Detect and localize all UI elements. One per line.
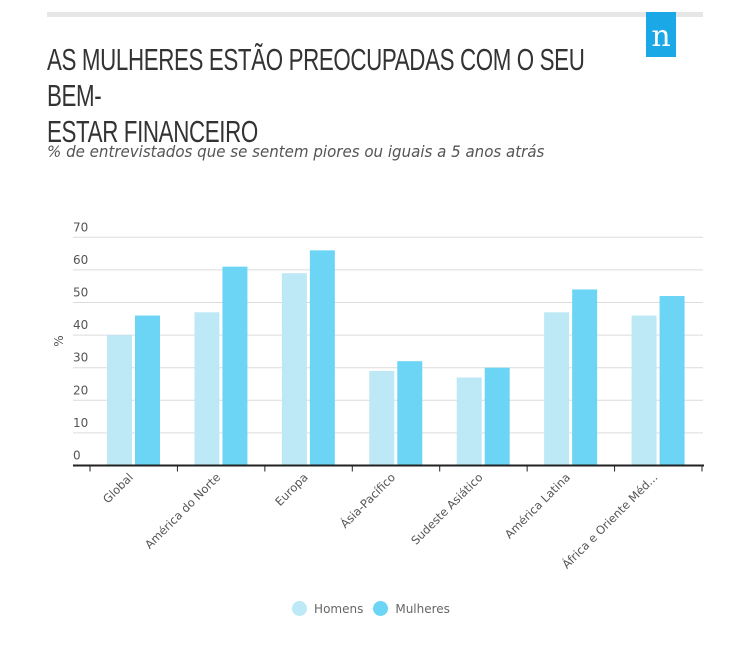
top-divider-bar — [47, 12, 703, 17]
x-tick-label: Europa — [272, 470, 310, 508]
legend: Homens Mulheres — [0, 601, 745, 616]
y-tick-label: 50 — [73, 286, 88, 300]
legend-label-mulheres: Mulheres — [395, 601, 450, 616]
bar-mulheres[interactable] — [659, 295, 685, 466]
bar-mulheres[interactable] — [309, 250, 335, 466]
bar-mulheres[interactable] — [397, 361, 423, 466]
y-tick-label: 70 — [73, 220, 88, 234]
legend-swatch-homens — [292, 601, 308, 616]
bar-homens[interactable] — [194, 312, 220, 466]
bar-mulheres[interactable] — [484, 367, 510, 466]
bar-homens[interactable] — [544, 312, 570, 466]
legend-label-homens: Homens — [314, 601, 364, 616]
legend-item-mulheres[interactable]: Mulheres — [373, 601, 450, 616]
chart-title: AS MULHERES ESTÃO PREOCUPADAS COM O SEU … — [47, 42, 637, 150]
x-tick-label: Ásia-Pacífico — [337, 470, 398, 531]
x-tick-label: Global — [100, 470, 136, 506]
bar-mulheres[interactable] — [572, 289, 598, 466]
brand-logo: n — [646, 12, 676, 57]
bar-homens[interactable] — [281, 273, 307, 466]
bar-chart: 0 10 20 30 40 50 60 70 Global América do Norte Eur… — [52, 220, 704, 572]
bar-homens[interactable] — [369, 370, 395, 466]
bar-mulheres[interactable] — [135, 315, 160, 466]
bar-homens[interactable] — [456, 377, 482, 466]
chart-subtitle: % de entrevistados que se sentem piores … — [47, 142, 545, 161]
y-tick-label: 30 — [73, 351, 88, 365]
legend-item-homens[interactable]: Homens — [292, 601, 363, 616]
y-tick-label: 10 — [73, 416, 88, 430]
x-tick-label: América do Norte — [142, 470, 223, 551]
x-tick-label: África e Oriente Méd... — [559, 470, 661, 572]
y-tick-label: 60 — [73, 253, 88, 267]
y-axis-label: % — [52, 335, 66, 346]
logo-letter: n — [651, 19, 671, 54]
bar-mulheres[interactable] — [222, 266, 248, 466]
title-line-2: ESTAR FINANCEIRO — [47, 114, 258, 149]
x-tick-label: América Latina — [502, 470, 573, 541]
title-line-1: AS MULHERES ESTÃO PREOCUPADAS COM O SEU … — [47, 42, 585, 113]
legend-swatch-mulheres — [373, 601, 389, 616]
x-tick-label: Sudeste Asiático — [408, 470, 485, 547]
y-tick-label: 0 — [73, 449, 81, 463]
bar-homens[interactable] — [107, 335, 132, 466]
y-tick-label: 20 — [73, 383, 88, 397]
y-tick-label: 40 — [73, 318, 88, 332]
bar-homens[interactable] — [631, 315, 657, 466]
